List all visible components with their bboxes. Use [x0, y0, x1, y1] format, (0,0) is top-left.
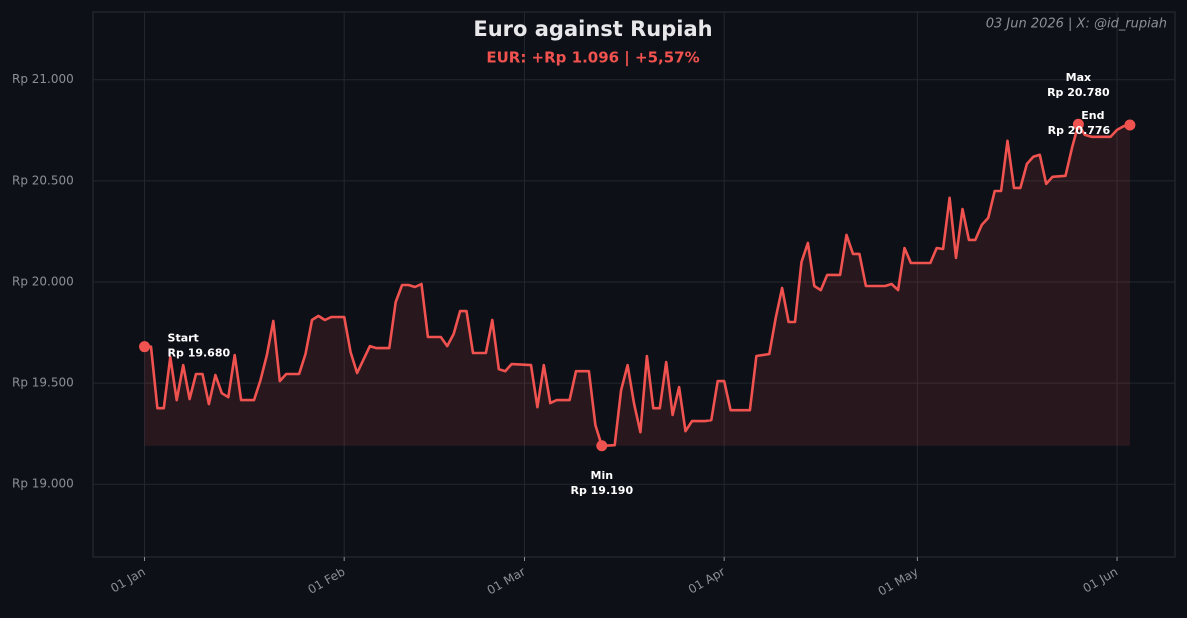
y-tick-label: Rp 20.000 — [12, 274, 74, 288]
x-tick-label: 01 May — [876, 565, 921, 599]
area-fill — [144, 124, 1130, 446]
annotation-name: End — [1081, 109, 1104, 122]
chart-subtitle: EUR: +Rp 1.096 | +5,57% — [486, 49, 699, 68]
x-tick-label: 01 Feb — [305, 565, 347, 597]
annotation-label: Rp 19.680 — [168, 347, 231, 360]
header-note: 03 Jun 2026 | X: @id_rupiah — [986, 17, 1167, 32]
annotation-name: Start — [168, 332, 199, 345]
chart-title: Euro against Rupiah — [473, 17, 712, 41]
x-tick-label: 01 Jun — [1081, 565, 1121, 596]
annotation-dot — [1124, 119, 1136, 131]
annotation-label: Rp 19.190 — [570, 484, 633, 497]
annotation-label: Rp 20.776 — [1048, 124, 1111, 137]
annotation-name: Min — [591, 469, 614, 482]
y-tick-label: Rp 21.000 — [12, 72, 74, 86]
y-tick-label: Rp 20.500 — [12, 173, 74, 187]
annotation-label: Rp 20.780 — [1047, 86, 1110, 99]
x-tick-label: 01 Mar — [485, 564, 528, 597]
plot-area — [92, 11, 1176, 558]
annotation-dot — [596, 440, 608, 452]
price-line — [144, 122, 1131, 448]
annotation-dot — [1072, 118, 1084, 130]
y-tick-label: Rp 19.000 — [12, 477, 74, 491]
y-tick-label: Rp 19.500 — [12, 376, 74, 390]
annotation-name: Max — [1066, 71, 1091, 84]
x-tick-label: 01 Jan — [108, 565, 148, 596]
annotation-dot — [139, 341, 151, 353]
x-tick-label: 01 Apr — [686, 564, 728, 596]
